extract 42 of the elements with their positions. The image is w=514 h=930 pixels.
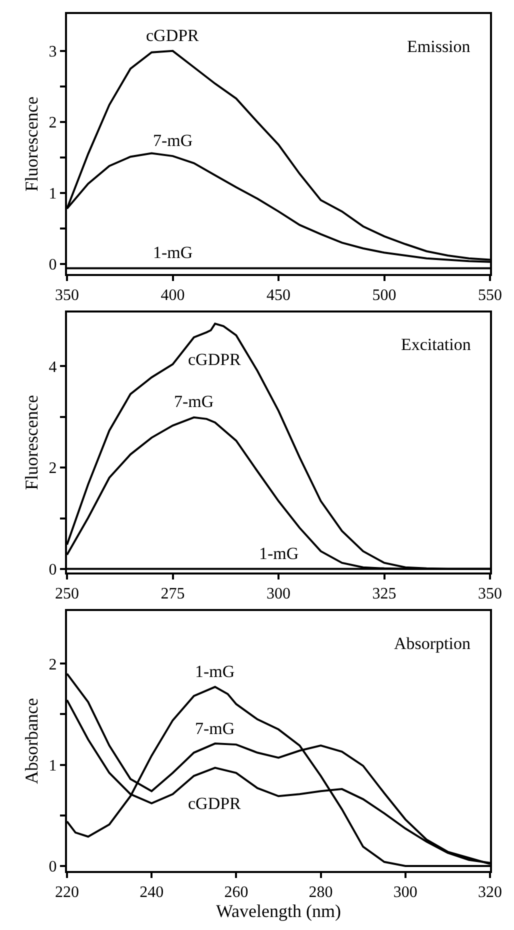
x-tick-label: 240 — [140, 884, 164, 902]
y-axis-title: Fluorescence — [22, 395, 42, 490]
series-label: 7-mG — [195, 719, 235, 738]
x-tick-label: 250 — [55, 586, 79, 603]
y-tick-label: 2 — [48, 656, 57, 674]
y-tick-label: 0 — [48, 562, 57, 579]
x-tick-label: 400 — [160, 287, 185, 304]
y-axis-title: Absorbance — [22, 698, 42, 784]
y-tick-label: 1 — [48, 186, 57, 203]
x-tick-label: 350 — [55, 287, 79, 304]
x-tick-label: 550 — [478, 287, 502, 304]
y-tick-label: 3 — [48, 44, 57, 61]
x-tick-label: 275 — [160, 586, 185, 603]
x-tick-label: 220 — [55, 884, 79, 902]
y-tick-label: 1 — [48, 757, 57, 774]
series-label: 1-mG — [259, 544, 299, 563]
annotation: Absorption — [394, 634, 471, 653]
x-tick-label: 350 — [478, 586, 502, 603]
y-tick-label: 0 — [48, 256, 57, 274]
y-tick-label: 4 — [48, 358, 57, 376]
series-label: cGDPR — [188, 350, 242, 369]
x-tick-label: 450 — [266, 287, 290, 304]
series-label: 7-mG — [153, 131, 193, 150]
series-label: 1-mG — [153, 243, 193, 262]
x-tick-label: 260 — [224, 884, 248, 902]
x-tick-label: 325 — [372, 586, 396, 603]
series-label: 1-mG — [195, 662, 235, 681]
y-tick-label: 0 — [48, 858, 57, 876]
y-axis-title: Fluorescence — [22, 96, 42, 192]
x-tick-label: 300 — [393, 884, 418, 902]
x-axis-title: Wavelength (nm) — [216, 901, 342, 922]
x-tick-label: 320 — [478, 884, 502, 902]
x-tick-label: 500 — [372, 287, 396, 304]
x-tick-label: 280 — [308, 884, 333, 902]
x-tick-label: 300 — [266, 586, 290, 603]
annotation: Emission — [407, 37, 471, 56]
y-tick-label: 2 — [48, 114, 57, 132]
annotation: Excitation — [401, 335, 472, 354]
y-tick-label: 2 — [48, 460, 57, 478]
series-label: cGDPR — [188, 794, 242, 813]
series-label: cGDPR — [146, 26, 200, 45]
series-label: 7-mG — [174, 392, 214, 411]
